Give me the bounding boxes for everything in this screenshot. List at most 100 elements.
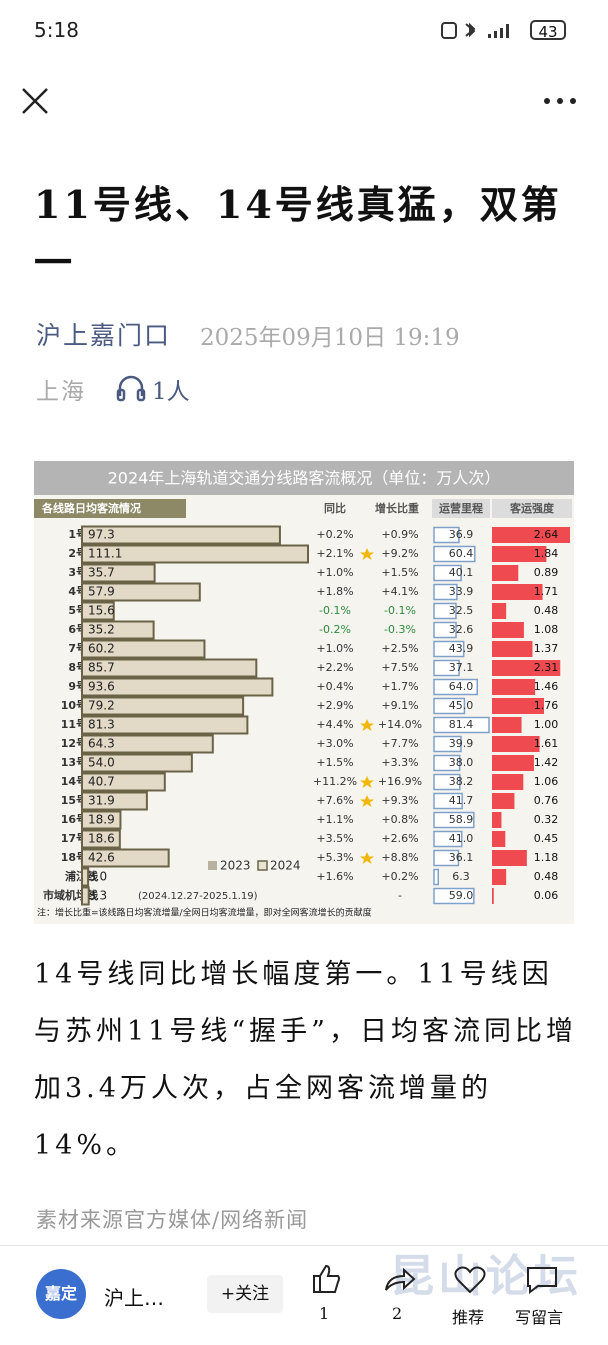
intensity-label: 1.08	[534, 623, 559, 636]
account-name[interactable]: 沪上…	[104, 1286, 164, 1310]
yoy: -0.2%	[319, 623, 351, 636]
like-count[interactable]: 1	[319, 1304, 330, 1323]
km-box	[433, 811, 475, 829]
km-box	[433, 659, 460, 677]
km-label: 36.9	[449, 528, 474, 541]
ridership-bar	[81, 886, 90, 906]
yoy: -0.1%	[319, 604, 351, 617]
intensity-label: 1.71	[534, 585, 559, 598]
star	[360, 852, 374, 864]
ridership-label: 35.7	[88, 566, 115, 580]
star	[360, 795, 374, 807]
ridership-label: 93.6	[88, 680, 115, 694]
km-label: 33.9	[449, 585, 474, 598]
share: +0.9%	[381, 528, 418, 541]
ridership-label: 57.9	[88, 585, 115, 599]
share: +7.5%	[381, 661, 418, 674]
km-label: 40.1	[449, 566, 474, 579]
km-box	[433, 868, 440, 886]
ridership-label: 54.0	[88, 756, 115, 770]
km-box	[433, 716, 490, 734]
intensity-label: 1.84	[534, 547, 559, 560]
publish-time: 2025年09月10日 19:19	[200, 325, 460, 351]
action-icons	[313, 1264, 557, 1294]
ridership-bar	[81, 810, 122, 830]
intensity-bar	[492, 584, 543, 600]
intensity-bar	[492, 660, 561, 676]
km-label: 38.2	[449, 775, 474, 788]
more-button[interactable]	[542, 96, 578, 106]
intensity-label: 0.89	[534, 566, 559, 579]
infographic: 2024年上海轨道交通分线路客流概况（单位：万人次） 各线路日均客流情况 同比 …	[34, 461, 574, 924]
intensity-bar	[492, 755, 534, 771]
ridership-bar	[81, 563, 156, 583]
share: +7.7%	[381, 737, 418, 750]
location: 上海	[36, 379, 86, 405]
km-box	[433, 545, 476, 563]
ridership-label: 31.9	[88, 794, 115, 808]
yoy: +0.2%	[316, 528, 353, 541]
km-box	[433, 773, 461, 791]
intensity-bar	[492, 774, 524, 790]
article-body: 14号线同比增长幅度第一。11号线因与苏州11号线“握手”，日均客流同比增加3.…	[34, 959, 577, 1161]
legend-label: 2023	[220, 859, 251, 873]
intensity-bar	[492, 679, 536, 695]
km-box	[433, 697, 466, 715]
share: +16.9%	[378, 775, 422, 788]
yoy: +4.4%	[316, 718, 353, 731]
intensity-bar	[492, 831, 506, 847]
intensity-bar	[492, 565, 519, 581]
ridership-bar	[81, 734, 214, 754]
share: +3.3%	[381, 756, 418, 769]
headphone-icon	[116, 375, 146, 402]
intensity-label: 1.06	[534, 775, 559, 788]
km-box	[433, 526, 460, 544]
yoy: +11.2%	[313, 775, 357, 788]
share: +1.7%	[381, 680, 418, 693]
km-box	[433, 887, 475, 905]
share: +4.1%	[381, 585, 418, 598]
header: 运营里程	[439, 501, 483, 515]
yoy: +1.1%	[316, 813, 353, 826]
comment-button[interactable]: 写留言	[515, 1308, 564, 1327]
ridership-bar	[81, 696, 245, 716]
battery: 43	[530, 20, 566, 41]
author[interactable]: 沪上嘉门口	[36, 321, 172, 350]
share-count[interactable]: 2	[392, 1304, 403, 1323]
article-title: 11号线、14号线真猛，双第一	[34, 182, 562, 285]
km-label: 6.3	[452, 870, 470, 883]
ridership-bar	[81, 848, 170, 868]
intensity-bar	[492, 812, 502, 828]
ridership-bar	[81, 639, 206, 659]
ridership-bar	[81, 620, 155, 640]
ridership-label: 42.6	[88, 851, 115, 865]
intensity-bar	[492, 793, 515, 809]
ridership-label: 85.7	[88, 661, 115, 675]
yoy: +2.1%	[316, 547, 353, 560]
star	[360, 719, 374, 731]
source-note: 素材来源官方媒体/网络新闻	[36, 1208, 309, 1232]
share: +2.5%	[381, 642, 418, 655]
recommend-button[interactable]: 推荐	[452, 1308, 485, 1327]
header: 客运强度	[509, 501, 555, 515]
share: +8.8%	[381, 851, 418, 864]
header: 各线路日均客流情况	[41, 501, 141, 515]
ridership-bar	[81, 829, 121, 849]
ridership-label: 3.0	[88, 870, 107, 884]
legend-label: 2024	[270, 859, 301, 873]
intensity-label: 0.45	[534, 832, 559, 845]
intensity-label: 1.46	[534, 680, 559, 693]
km-label: 37.1	[449, 661, 474, 674]
km-label: 45.0	[449, 699, 474, 712]
intensity-bar	[492, 869, 507, 885]
ridership-label: 18.9	[88, 813, 115, 827]
intensity-bar	[492, 622, 524, 638]
ridership-label: 64.3	[88, 737, 115, 751]
share: +9.3%	[381, 794, 418, 807]
avatar[interactable]: 嘉定	[36, 1269, 86, 1319]
km-label: 36.1	[449, 851, 474, 864]
follow-button[interactable]: +关注	[207, 1275, 283, 1313]
ridership-bar	[81, 582, 201, 602]
ridership-bar	[81, 772, 166, 792]
close-button[interactable]	[20, 86, 50, 116]
